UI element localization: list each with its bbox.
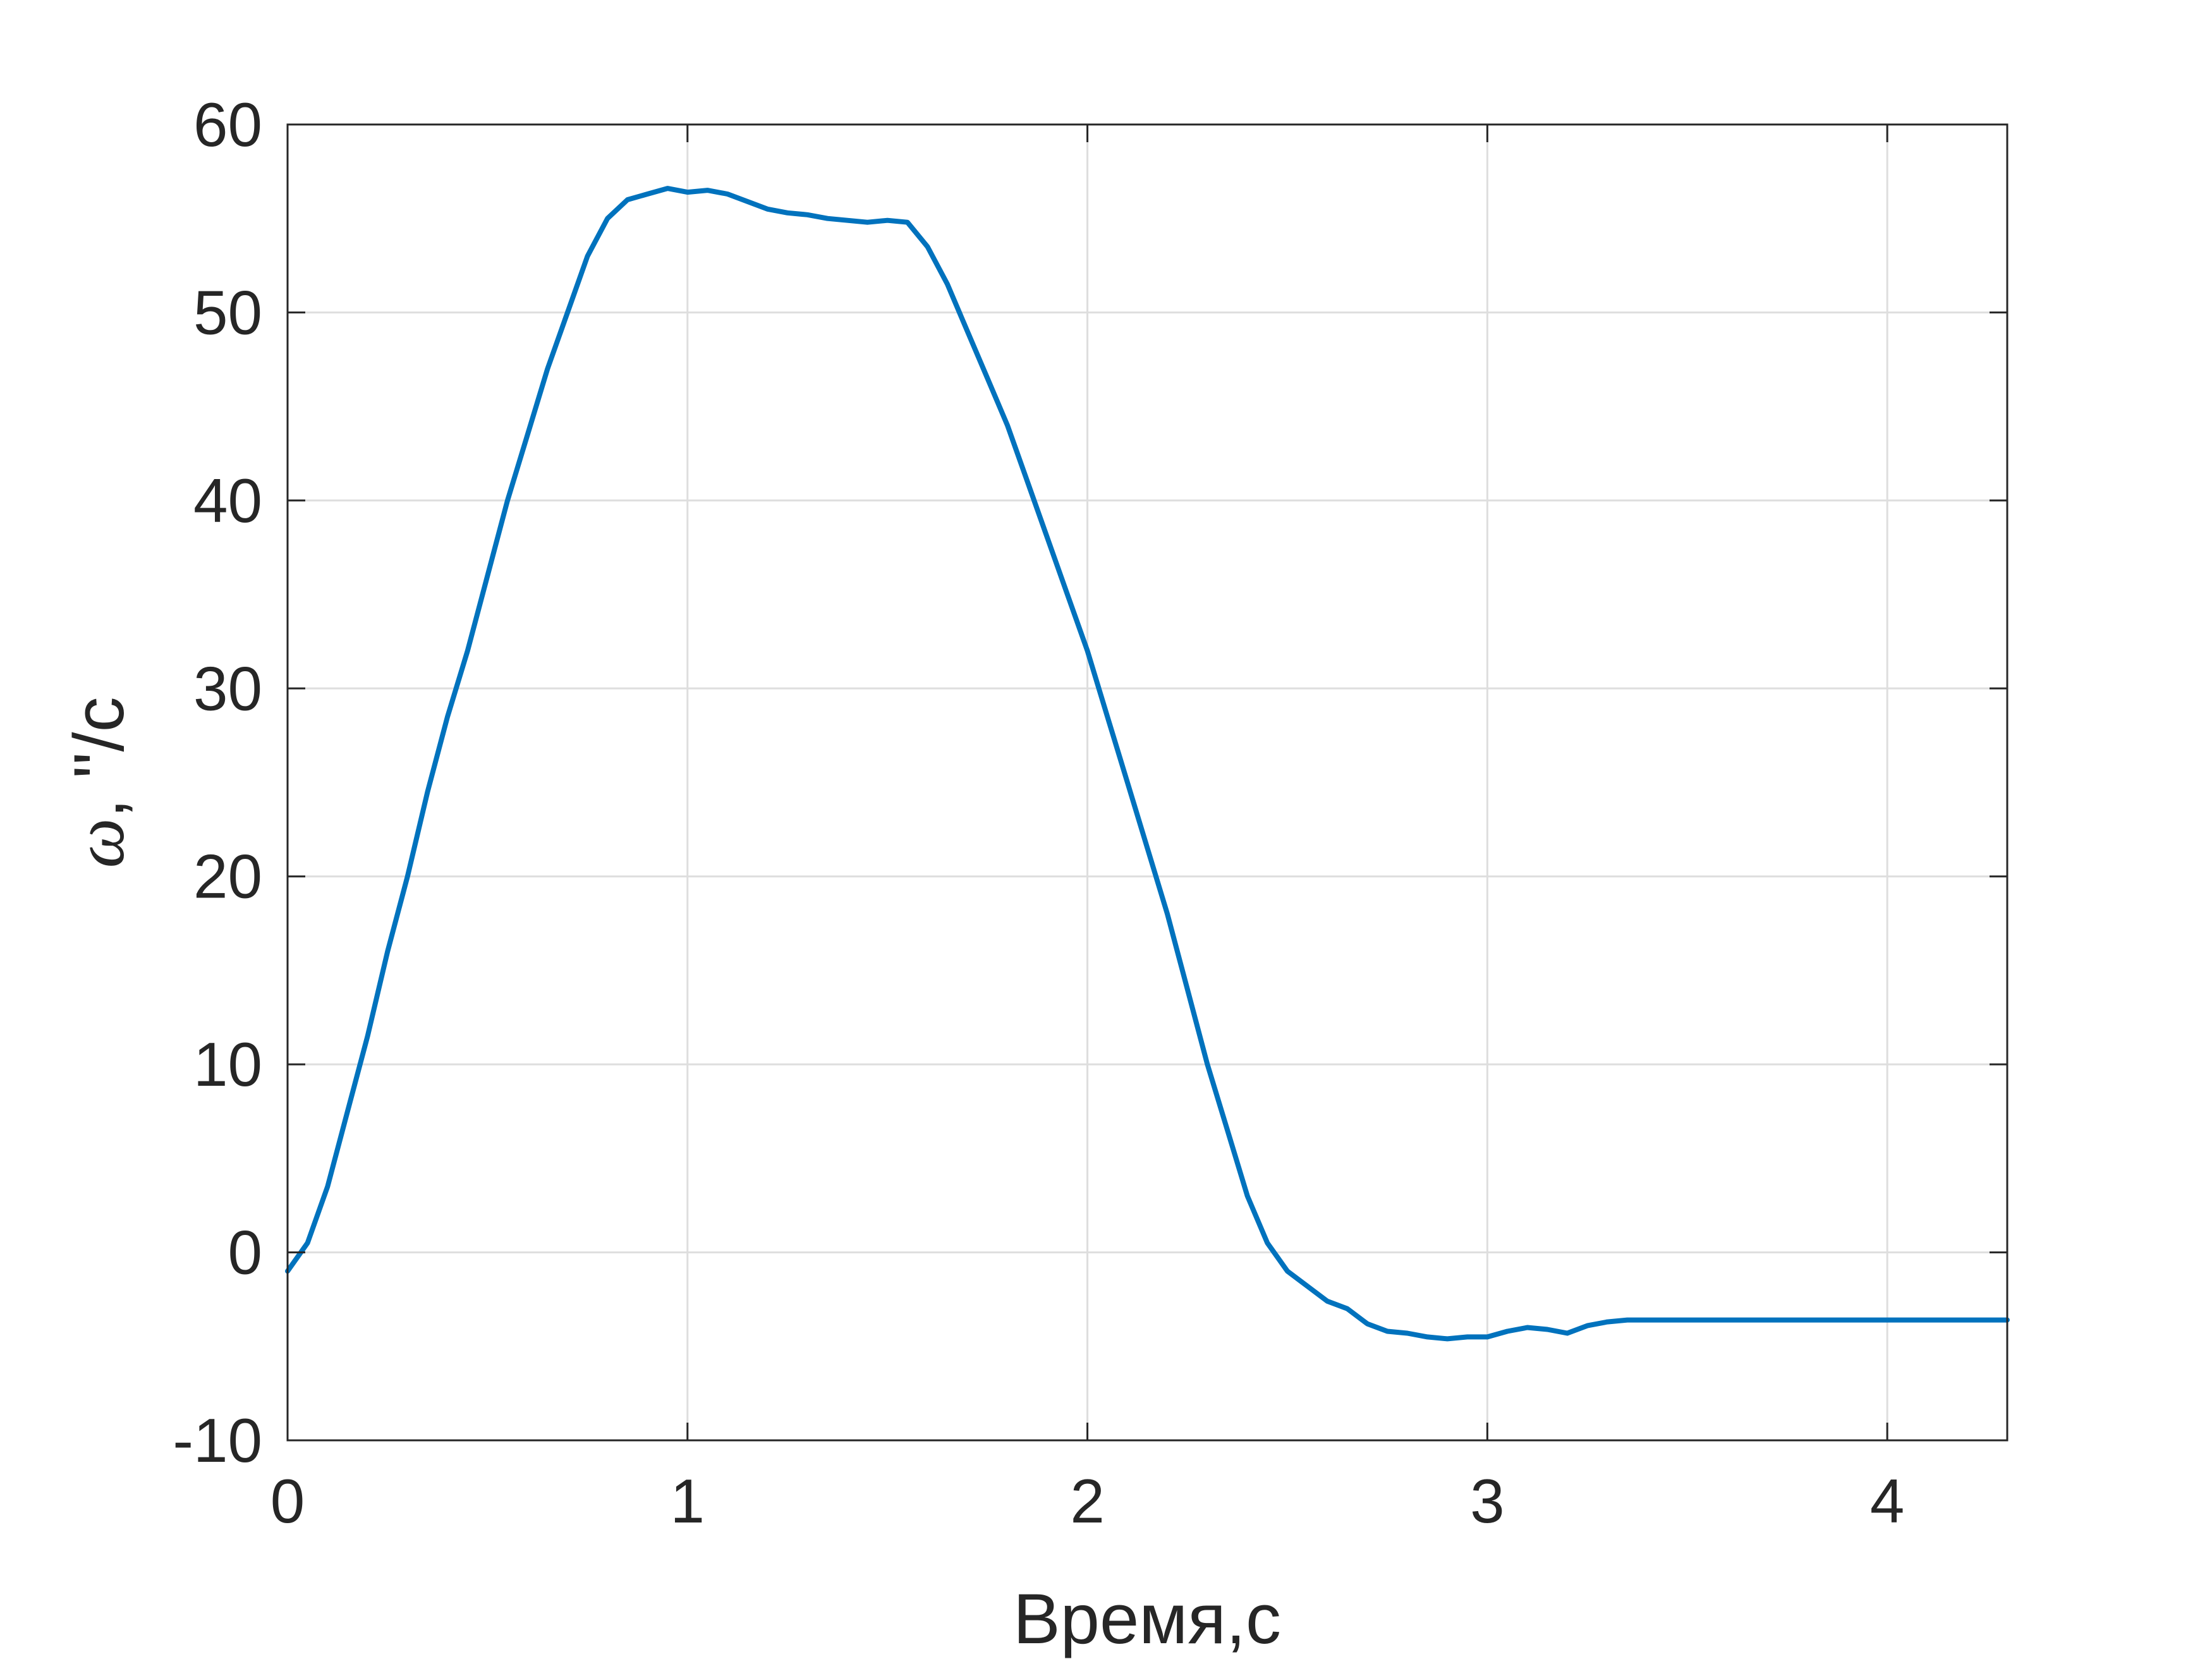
y-axis-label: ω, ''/c <box>59 696 139 868</box>
y-tick-label: 0 <box>228 1218 262 1287</box>
y-tick-label: 40 <box>193 466 262 535</box>
x-tick-label: 4 <box>1870 1466 1905 1536</box>
x-axis-label: Время,с <box>1013 1579 1281 1658</box>
gridlines <box>286 123 2007 1442</box>
x-tick-label: 0 <box>270 1466 305 1536</box>
y-tick-label: 30 <box>193 653 262 723</box>
y-tick-label: 60 <box>193 90 262 159</box>
y-tick-label: 10 <box>193 1030 262 1099</box>
data-series <box>285 186 2010 1342</box>
x-tick-label: 2 <box>1070 1466 1105 1536</box>
tick-marks <box>286 123 2007 1442</box>
y-axis-symbol: ω <box>61 818 139 868</box>
x-tick-label: 1 <box>671 1466 705 1536</box>
y-tick-label: -10 <box>173 1406 262 1475</box>
y-axis-unit: , ''/c <box>59 696 138 818</box>
x-tick-label: 3 <box>1470 1466 1505 1536</box>
series-line <box>285 186 2010 1342</box>
y-tick-label: 20 <box>193 842 262 911</box>
y-tick-label: 50 <box>193 277 262 347</box>
plot-area <box>288 125 2007 1440</box>
axes-box <box>286 123 2008 1442</box>
